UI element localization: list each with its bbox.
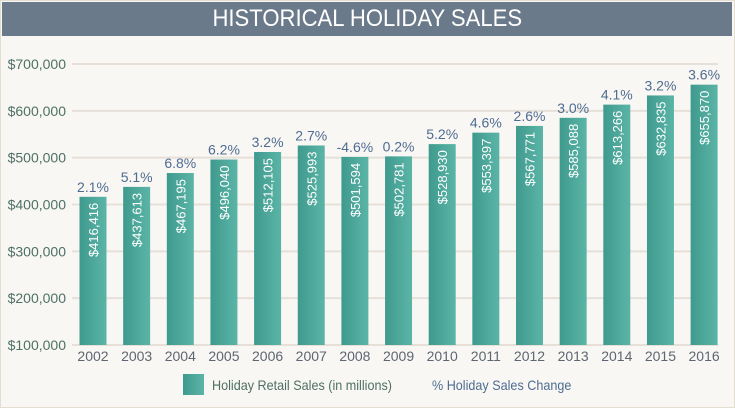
x-tick-label: 2008 bbox=[339, 348, 370, 364]
x-tick-label: 2002 bbox=[77, 348, 108, 364]
sales-bar bbox=[559, 117, 587, 345]
bar-value-label: $567,771 bbox=[523, 132, 538, 186]
x-tick-label: 2010 bbox=[427, 348, 458, 364]
x-tick-label: 2006 bbox=[252, 348, 283, 364]
pct-change-label: 2.7% bbox=[295, 127, 327, 143]
pct-change-label: 3.2% bbox=[252, 134, 284, 150]
sales-bar bbox=[428, 144, 456, 345]
x-tick-label: 2004 bbox=[165, 348, 196, 364]
bar-value-label: $512,105 bbox=[261, 158, 276, 212]
x-tick-label: 2016 bbox=[689, 348, 720, 364]
bar-value-label: $467,195 bbox=[173, 179, 188, 233]
x-tick-label: 2015 bbox=[645, 348, 676, 364]
y-tick-label: $600,000 bbox=[8, 103, 67, 119]
pct-change-label: 6.2% bbox=[208, 142, 240, 158]
pct-change-label: -4.6% bbox=[337, 139, 374, 155]
bar-value-label: $553,397 bbox=[479, 139, 494, 193]
bars: $416,416 2.1% $437,613 5.1% $467,195 6.8% $496… bbox=[77, 67, 720, 346]
sales-bar bbox=[341, 156, 369, 345]
x-tick-label: 2007 bbox=[296, 348, 327, 364]
pct-change-label: 4.1% bbox=[601, 87, 633, 103]
y-tick-label: $400,000 bbox=[8, 197, 67, 213]
title-bar: HISTORICAL HOLIDAY SALES bbox=[2, 2, 732, 36]
legend-pct-label: % Holiday Sales Change bbox=[431, 376, 572, 393]
x-tick-label: 2012 bbox=[514, 348, 545, 364]
x-tick-label: 2005 bbox=[208, 348, 239, 364]
pct-change-label: 6.8% bbox=[164, 155, 196, 171]
bar-value-label: $525,993 bbox=[304, 151, 319, 205]
sales-bar bbox=[385, 156, 413, 345]
bar-value-label: $528,930 bbox=[435, 150, 450, 204]
sales-bar bbox=[603, 104, 631, 345]
x-tick-label: 2003 bbox=[121, 348, 152, 364]
sales-bar bbox=[690, 84, 718, 346]
y-tick-label: $100,000 bbox=[8, 337, 67, 353]
sales-bar bbox=[472, 132, 500, 345]
pct-change-label: 0.2% bbox=[383, 138, 415, 154]
legend-sales-swatch bbox=[183, 374, 204, 395]
sales-bar bbox=[79, 196, 107, 345]
bar-value-label: $613,266 bbox=[610, 111, 625, 165]
sales-bar bbox=[166, 173, 194, 345]
y-tick-label: $700,000 bbox=[8, 56, 67, 72]
bar-value-label: $655,870 bbox=[697, 91, 712, 145]
bar-value-label: $632,835 bbox=[653, 101, 668, 155]
y-tick-label: $300,000 bbox=[8, 243, 67, 259]
bar-value-label: $416,416 bbox=[86, 203, 101, 257]
y-tick-label: $200,000 bbox=[8, 290, 67, 306]
pct-change-label: 2.1% bbox=[77, 179, 109, 195]
pct-change-label: 3.2% bbox=[644, 77, 676, 93]
bar-value-label: $437,613 bbox=[130, 193, 145, 247]
sales-bar bbox=[123, 186, 151, 345]
x-tick-label: 2011 bbox=[471, 348, 501, 364]
sales-bar bbox=[254, 151, 282, 345]
bar-value-label: $496,040 bbox=[217, 166, 232, 220]
bar-value-label: $501,594 bbox=[348, 163, 363, 217]
chart-title: HISTORICAL HOLIDAY SALES bbox=[212, 5, 522, 32]
bar-value-label: $585,088 bbox=[566, 124, 581, 178]
x-tick-label: 2009 bbox=[383, 348, 414, 364]
x-axis: 2002 2003 2004 2005 2006 2007 2008 2009 2010 2011… bbox=[77, 348, 719, 364]
pct-change-label: 5.2% bbox=[426, 126, 458, 142]
legend-sales-label: Holiday Retail Sales (in millions) bbox=[212, 376, 392, 393]
legend: Holiday Retail Sales (in millions) % Hol… bbox=[183, 374, 587, 395]
sales-bar bbox=[210, 159, 238, 345]
x-tick-label: 2014 bbox=[601, 348, 632, 364]
x-tick-label: 2013 bbox=[558, 348, 589, 364]
sales-bar bbox=[516, 125, 543, 345]
y-axis: $100,000 $200,000 $300,000 $400,000 $500,000… bbox=[8, 56, 67, 353]
sales-bar bbox=[646, 95, 674, 346]
pct-change-label: 3.0% bbox=[557, 100, 589, 116]
pct-change-label: 5.1% bbox=[121, 169, 153, 185]
pct-change-label: 3.6% bbox=[688, 67, 720, 83]
pct-change-label: 4.6% bbox=[470, 115, 502, 131]
bar-value-label: $502,781 bbox=[392, 162, 407, 216]
pct-change-label: 2.6% bbox=[514, 108, 546, 124]
sales-bar bbox=[297, 145, 325, 345]
y-tick-label: $500,000 bbox=[8, 150, 67, 166]
